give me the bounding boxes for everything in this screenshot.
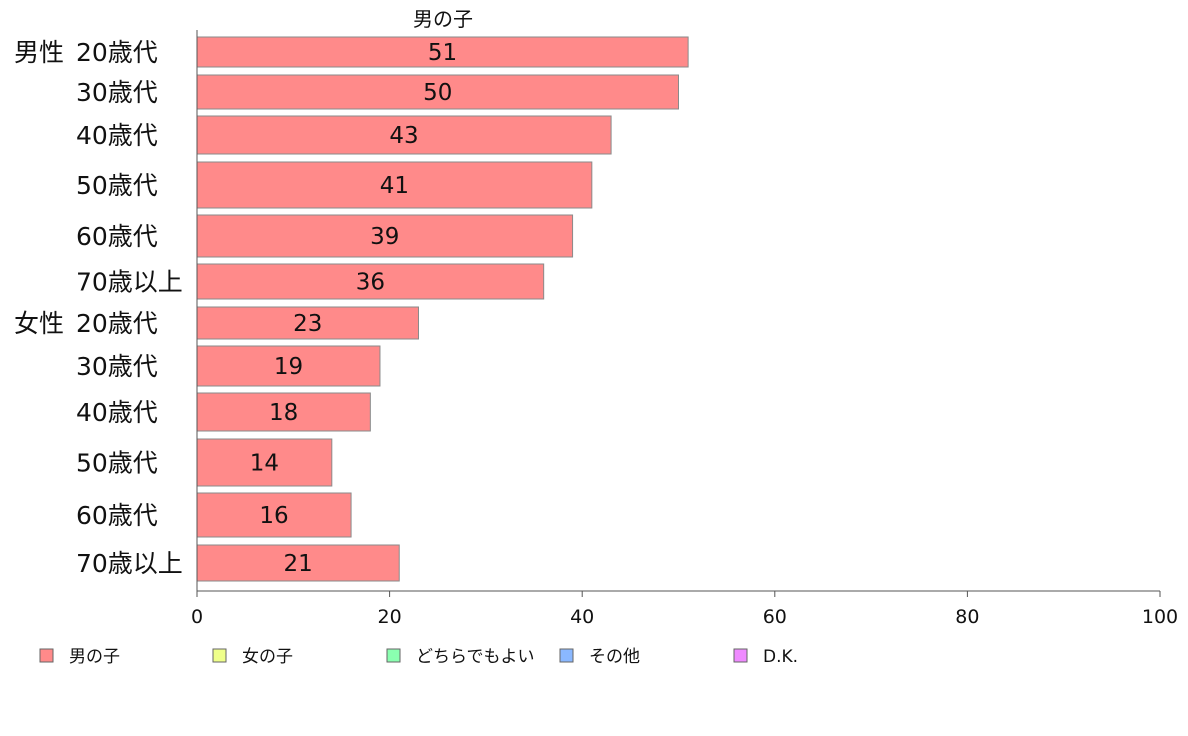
legend-swatch: [386, 648, 401, 663]
bar: [196, 438, 333, 487]
bar: [196, 161, 593, 209]
legend-item: 男の子: [39, 647, 120, 667]
x-tick-label: 60: [763, 606, 787, 628]
data-label: 50: [423, 80, 452, 106]
group-label: 女性: [14, 309, 64, 338]
category-label: 60歳代: [76, 222, 158, 251]
legend-label: D.K.: [763, 647, 798, 667]
category-label: 20歳代: [76, 38, 158, 67]
category-label: 50歳代: [76, 449, 158, 478]
data-label: 51: [428, 40, 457, 66]
data-label: 36: [356, 270, 385, 296]
group-label: 男性: [14, 38, 64, 67]
bar: [196, 214, 574, 258]
data-label: 18: [269, 400, 298, 426]
data-label: 39: [370, 224, 399, 250]
category-label: 60歳代: [76, 501, 158, 530]
legend-item: 女の子: [212, 647, 293, 667]
legend-swatch: [39, 648, 54, 663]
category-label: 50歳代: [76, 171, 158, 200]
x-tick-label: 20: [378, 606, 402, 628]
data-label: 19: [274, 354, 303, 380]
bar: [196, 544, 400, 582]
data-label: 21: [283, 551, 312, 577]
chart-title: 男の子: [413, 7, 473, 31]
bar: [196, 492, 352, 538]
legend-label: その他: [589, 647, 640, 667]
category-label: 30歳代: [76, 352, 158, 381]
x-tick-label: 0: [191, 606, 203, 628]
category-label: 70歳以上: [76, 268, 183, 297]
category-label: 70歳以上: [76, 549, 183, 578]
category-label: 30歳代: [76, 78, 158, 107]
x-tick-label: 100: [1142, 606, 1178, 628]
bar: [196, 115, 612, 155]
bar: [196, 36, 689, 68]
legend-swatch: [559, 648, 574, 663]
legend-item: その他: [559, 647, 640, 667]
data-label: 23: [293, 311, 322, 337]
data-label: 16: [259, 503, 288, 529]
data-label: 14: [250, 451, 279, 477]
category-label: 40歳代: [76, 398, 158, 427]
bar: [196, 74, 679, 110]
category-label: 40歳代: [76, 121, 158, 150]
legend-item: D.K.: [733, 647, 798, 667]
x-axis: 0 20 40 60 80 100: [191, 30, 1178, 628]
legend-label: 女の子: [242, 647, 293, 667]
legend-swatch: [733, 648, 748, 663]
legend-swatch: [212, 648, 227, 663]
category-label: 20歳代: [76, 309, 158, 338]
data-label: 43: [389, 123, 418, 149]
bar: [196, 306, 419, 340]
x-tick-label: 80: [955, 606, 979, 628]
legend: 男の子 女の子 どちらでもよい その他 D.K.: [39, 647, 798, 667]
legend-label: 男の子: [69, 647, 120, 667]
data-label: 41: [380, 173, 409, 199]
legend-item: どちらでもよい: [386, 647, 535, 667]
x-tick-label: 40: [570, 606, 594, 628]
legend-label: どちらでもよい: [416, 647, 535, 667]
